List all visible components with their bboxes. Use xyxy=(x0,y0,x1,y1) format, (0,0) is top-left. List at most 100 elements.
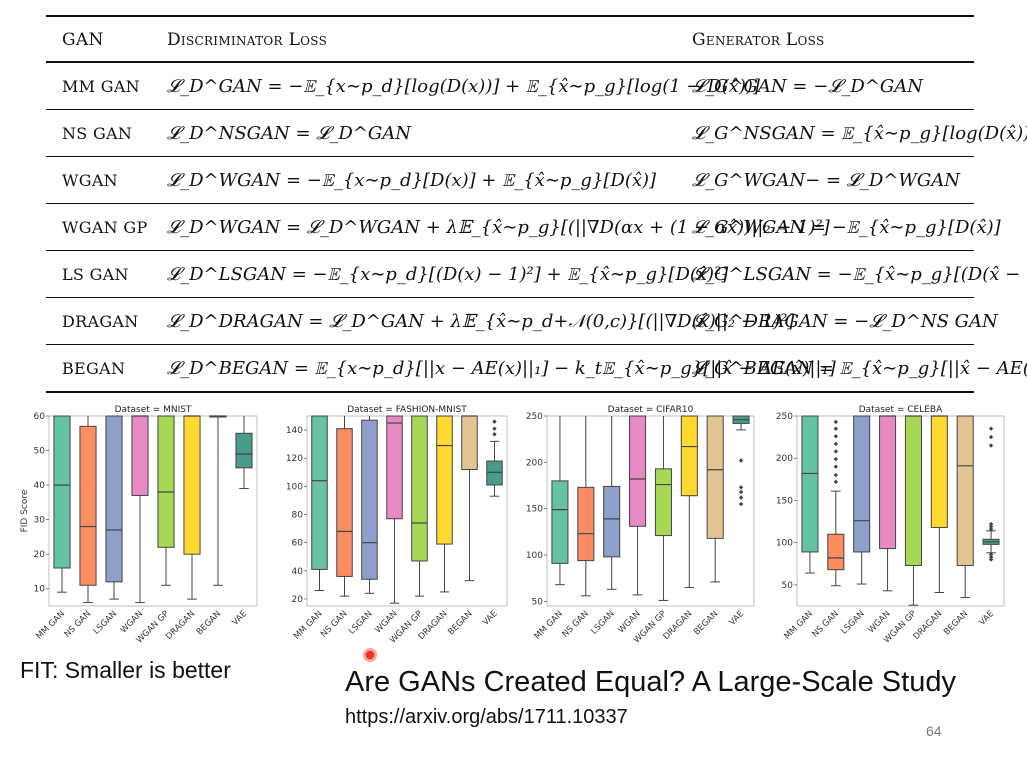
outlier-point xyxy=(988,557,994,562)
table-row-ns-gan: NS GAN 𝓛_D^NSGAN = 𝓛_D^GAN 𝓛_G^NSGAN = 𝔼… xyxy=(46,110,1027,156)
outlier-point xyxy=(988,554,994,560)
x-tick-label: BEGAN xyxy=(942,609,970,637)
x-tick-label: DRAGAN xyxy=(662,609,695,642)
chart-title: Dataset = MNIST xyxy=(115,405,192,415)
generator-loss-formula: 𝓛_G^WGAN = −𝔼_{x̂∼p_g}[D(x̂)] xyxy=(692,216,1001,238)
generator-loss-formula: 𝓛_G^GAN = −𝓛_D^GAN xyxy=(692,75,924,97)
x-tick-label: MM GAN xyxy=(782,609,815,642)
box xyxy=(904,415,922,566)
y-tick-label: 250 xyxy=(776,412,793,422)
x-tick-label: LSGAN xyxy=(839,609,867,637)
x-tick-label: MM GAN xyxy=(292,609,325,642)
gan-name: NS GAN xyxy=(62,123,133,143)
box xyxy=(183,415,201,555)
y-tick-label: 20 xyxy=(292,595,304,605)
box xyxy=(157,415,175,548)
y-tick-label: 150 xyxy=(526,505,543,515)
x-tick-label: LSGAN xyxy=(589,609,617,637)
generator-loss-formula: 𝓛_G^DRAGAN = −𝓛_D^NS GAN xyxy=(692,310,998,332)
row-divider xyxy=(46,203,974,204)
box xyxy=(853,415,871,553)
discriminator-loss-formula: 𝓛_D^GAN = −𝔼_{x∼p_d}[log(D(x))] + 𝔼_{x̂∼… xyxy=(167,75,760,97)
outlier-point xyxy=(833,426,839,431)
box xyxy=(706,415,724,539)
box xyxy=(654,468,672,537)
table-row-ls-gan: LS GAN 𝓛_D^LSGAN = −𝔼_{x∼p_d}[(D(x) − 1)… xyxy=(46,251,1027,297)
x-tick-label: NS GAN xyxy=(63,609,94,640)
box xyxy=(436,415,453,545)
paper-url[interactable]: https://arxiv.org/abs/1711.10337 xyxy=(345,706,628,728)
y-tick-label: 100 xyxy=(286,482,303,492)
x-tick-label: BEGAN xyxy=(692,609,720,637)
row-divider xyxy=(46,344,974,345)
y-tick-label: 50 xyxy=(34,447,46,457)
table-row-dragan: DRAGAN 𝓛_D^DRAGAN = 𝓛_D^GAN + λ𝔼_{x̂∼p_d… xyxy=(46,298,998,344)
box xyxy=(801,415,819,553)
y-tick-label: 100 xyxy=(526,551,543,561)
x-tick-label: BEGAN xyxy=(195,609,223,637)
fid-boxplot-charts: Dataset = MNIST 10 20 30 40 50 60 FID Score MM G… xyxy=(20,405,1005,646)
box xyxy=(361,419,378,580)
x-tick-label: VAE xyxy=(977,609,996,628)
table-header-rule xyxy=(46,61,974,63)
box xyxy=(827,533,845,571)
outlier-point xyxy=(738,501,744,507)
row-divider xyxy=(46,109,974,110)
x-tick-label: MM GAN xyxy=(532,609,565,642)
table-header-row: GAN Discriminator Loss Generator Loss xyxy=(46,17,974,63)
chart-title: Dataset = CIFAR10 xyxy=(608,405,694,415)
row-divider xyxy=(46,297,974,298)
outlier-point xyxy=(988,426,994,431)
discriminator-loss-formula: 𝓛_D^WGAN = −𝔼_{x∼p_d}[D(x)] + 𝔼_{x̂∼p_g}… xyxy=(167,169,657,191)
y-tick-label: 30 xyxy=(34,516,46,526)
x-tick-label: BEGAN xyxy=(446,609,474,637)
table-top-rule xyxy=(46,15,974,17)
gan-name: DRAGAN xyxy=(62,311,139,331)
outlier-point xyxy=(833,449,839,454)
y-tick-label: 20 xyxy=(34,550,46,560)
y-tick-label: 140 xyxy=(286,426,303,436)
y-tick-label: 60 xyxy=(292,539,304,549)
box xyxy=(311,415,328,570)
y-tick-label: 120 xyxy=(286,454,303,464)
y-tick-label: 50 xyxy=(532,597,544,607)
header-gan: GAN xyxy=(62,30,104,50)
table-bottom-rule xyxy=(46,391,974,393)
outlier-point xyxy=(988,552,994,557)
table-row-wgan-gp: WGAN GP 𝓛_D^WGAN = 𝓛_D^WGAN + λ𝔼_{x̂∼p_g… xyxy=(46,204,1001,250)
outlier-point xyxy=(833,434,839,439)
x-tick-label: NS GAN xyxy=(319,609,350,640)
box xyxy=(680,415,698,497)
outlier-point xyxy=(833,464,839,469)
header-discriminator-loss: Discriminator Loss xyxy=(167,30,328,50)
discriminator-loss-formula: 𝓛_D^WGAN = 𝓛_D^WGAN + λ𝔼_{x̂∼p_g}[(||∇D(… xyxy=(167,216,830,238)
x-tick-label: VAE xyxy=(727,609,746,628)
outlier-point xyxy=(738,458,744,463)
box xyxy=(53,415,71,569)
box xyxy=(386,415,403,520)
outlier-point xyxy=(988,434,994,440)
box xyxy=(879,415,897,550)
y-tick-label: 60 xyxy=(34,412,46,422)
y-tick-label: 150 xyxy=(776,496,793,506)
discriminator-loss-formula: 𝓛_D^DRAGAN = 𝓛_D^GAN + λ𝔼_{x̂∼p_d+𝒩(0,c)… xyxy=(167,310,795,332)
outlier-point xyxy=(833,419,839,425)
y-tick-label: 40 xyxy=(292,567,304,577)
x-tick-label: DRAGAN xyxy=(164,609,197,642)
box xyxy=(486,460,503,486)
box xyxy=(551,480,569,564)
chart-title: Dataset = CELEBA xyxy=(859,405,943,415)
outlier-point xyxy=(492,426,497,431)
y-tick-label: 250 xyxy=(526,412,543,422)
box xyxy=(131,415,149,496)
box xyxy=(930,415,948,528)
discriminator-loss-formula: 𝓛_D^LSGAN = −𝔼_{x∼p_d}[(D(x) − 1)²] + 𝔼_… xyxy=(167,263,729,285)
y-tick-label: 40 xyxy=(34,481,46,491)
outlier-point xyxy=(492,419,497,424)
outlier-point xyxy=(738,489,744,495)
x-tick-label: VAE xyxy=(481,609,500,628)
box xyxy=(956,415,974,566)
pointer-cursor-icon xyxy=(363,648,377,662)
discriminator-loss-formula: 𝓛_D^NSGAN = 𝓛_D^GAN xyxy=(167,122,412,144)
x-tick-label: VAE xyxy=(230,609,249,628)
